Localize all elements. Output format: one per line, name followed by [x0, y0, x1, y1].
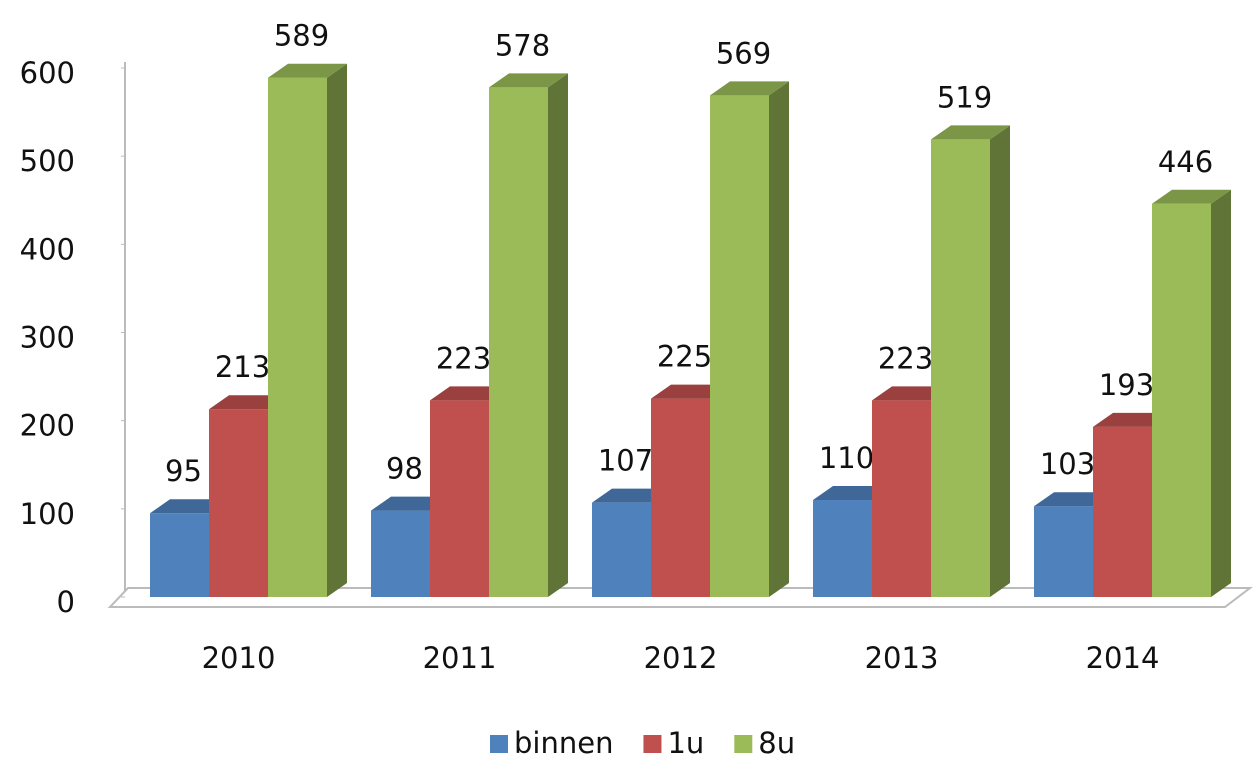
data-label: 569	[716, 36, 771, 70]
data-label: 110	[819, 441, 874, 475]
data-label: 225	[657, 340, 712, 374]
data-label: 95	[165, 454, 202, 488]
bar	[931, 139, 990, 598]
data-label: 446	[1158, 145, 1213, 179]
x-tick-label: 2014	[1086, 641, 1160, 675]
bar	[150, 513, 209, 597]
bar	[489, 87, 548, 597]
data-label: 107	[598, 444, 653, 478]
bar	[872, 400, 931, 597]
data-label: 578	[495, 28, 550, 62]
x-tick-label: 2012	[644, 641, 718, 675]
bar	[430, 400, 489, 597]
bar	[371, 510, 430, 597]
data-label: 223	[878, 341, 933, 375]
data-label: 98	[386, 452, 423, 486]
data-label: 589	[274, 19, 329, 53]
bar	[1093, 426, 1152, 597]
bar-top	[710, 81, 789, 96]
bar-side	[769, 81, 789, 597]
legend-swatch	[643, 735, 662, 753]
y-tick-label: 400	[20, 232, 75, 266]
legend-swatch	[734, 735, 753, 753]
bar	[651, 398, 710, 597]
bar	[592, 502, 651, 597]
legend-label: 8u	[758, 726, 795, 760]
bar-side	[990, 125, 1010, 597]
data-label: 193	[1099, 368, 1154, 402]
data-label: 223	[436, 341, 491, 375]
bar	[1034, 506, 1093, 597]
x-tick-label: 2013	[865, 641, 939, 675]
y-tick-label: 200	[20, 409, 75, 443]
x-tick-label: 2011	[423, 641, 497, 675]
data-label: 103	[1040, 447, 1095, 481]
bar-side	[548, 73, 568, 597]
bar	[813, 500, 872, 597]
y-tick-label: 100	[20, 497, 75, 531]
bar-top	[268, 63, 347, 78]
x-tick-label: 2010	[202, 641, 276, 675]
bar-side	[327, 63, 347, 597]
legend-label: 1u	[667, 726, 704, 760]
bar-side	[1211, 189, 1231, 597]
bar	[209, 409, 268, 597]
legend-label: binnen	[514, 726, 613, 760]
data-label: 519	[937, 80, 992, 114]
bar	[268, 77, 327, 597]
y-tick-label: 300	[20, 321, 75, 355]
data-label: 213	[215, 350, 270, 384]
y-tick-label: 600	[20, 56, 75, 90]
bar	[1152, 203, 1211, 597]
bar	[710, 95, 769, 597]
bar-top	[931, 125, 1010, 140]
legend-swatch	[490, 735, 508, 753]
bar-top	[1152, 189, 1231, 204]
bar-top	[489, 73, 568, 88]
y-tick-label: 0	[57, 585, 75, 619]
y-tick-label: 500	[20, 144, 75, 178]
